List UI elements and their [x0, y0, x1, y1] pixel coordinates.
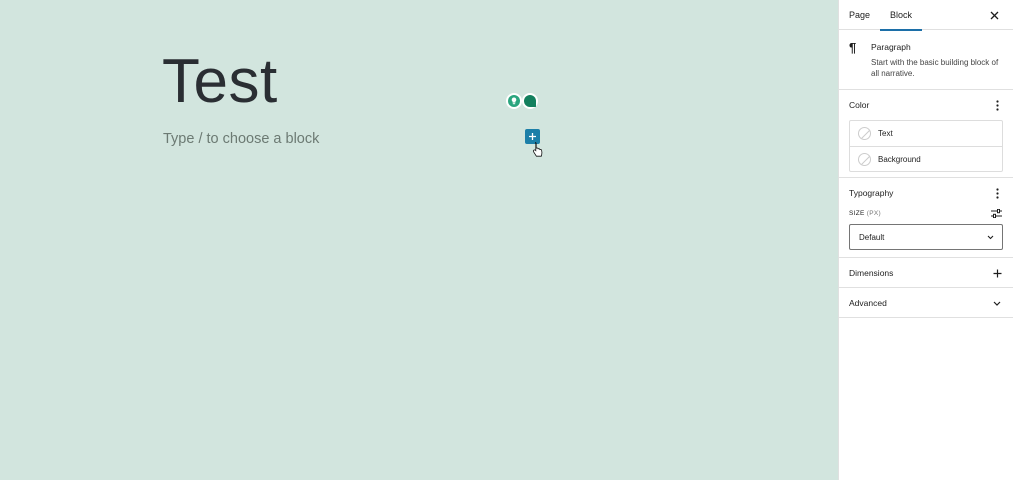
lightbulb-icon[interactable] — [506, 93, 522, 109]
extension-icons — [506, 93, 538, 109]
paragraph-icon: ¶ — [849, 40, 857, 55]
color-panel: Color Text Background — [839, 90, 1013, 178]
plus-icon — [529, 133, 536, 140]
empty-swatch-icon — [858, 152, 871, 166]
more-vertical-icon — [995, 99, 999, 111]
dimensions-panel-heading: Dimensions — [849, 268, 894, 278]
advanced-panel-heading: Advanced — [849, 298, 887, 308]
advanced-panel[interactable]: Advanced — [839, 288, 1013, 318]
color-item-label: Background — [878, 154, 921, 164]
typography-options-button[interactable] — [991, 186, 1003, 200]
color-item-label: Text — [878, 129, 893, 138]
font-size-label-text: SIZE — [849, 209, 865, 217]
color-item-background[interactable]: Background — [850, 146, 1002, 171]
block-placeholder[interactable]: Type / to choose a block — [163, 131, 320, 147]
font-size-select[interactable]: Default — [849, 224, 1003, 250]
block-description: Start with the basic building block of a… — [871, 58, 999, 78]
close-sidebar-button[interactable] — [987, 8, 1001, 22]
plus-icon — [993, 269, 1001, 277]
settings-sidebar: Page Block ¶ Paragraph Start with the ba… — [838, 0, 1013, 480]
sidebar-tabs: Page Block — [839, 0, 1013, 31]
chevron-down-icon — [987, 235, 994, 239]
font-size-value: Default — [859, 232, 885, 242]
color-item-text[interactable]: Text — [850, 121, 1002, 146]
typography-panel: Typography SIZE (PX) Default — [839, 178, 1013, 258]
tab-page[interactable]: Page — [849, 10, 871, 20]
color-list: Text Background — [849, 120, 1003, 172]
advanced-toggle-button[interactable] — [991, 296, 1003, 310]
color-panel-heading: Color — [849, 100, 870, 110]
custom-size-toggle[interactable] — [989, 206, 1003, 220]
typography-panel-heading: Typography — [849, 188, 894, 198]
chevron-down-icon — [993, 301, 1001, 306]
more-vertical-icon — [995, 187, 999, 199]
font-size-label: SIZE (PX) — [849, 210, 881, 217]
sliders-icon — [990, 208, 1002, 218]
chat-bubble-icon[interactable] — [522, 93, 538, 109]
font-size-unit: (PX) — [866, 209, 881, 217]
hand-cursor-icon — [532, 142, 543, 157]
block-card: ¶ Paragraph Start with the basic buildin… — [839, 30, 1013, 90]
post-title[interactable]: Test — [162, 47, 278, 116]
dimensions-panel[interactable]: Dimensions — [839, 258, 1013, 288]
add-dimension-button[interactable] — [991, 266, 1003, 280]
empty-swatch-icon — [858, 127, 871, 140]
block-name: Paragraph — [871, 42, 911, 52]
editor-canvas: Test Type / to choose a block — [162, 47, 543, 157]
tab-block[interactable]: Block — [880, 0, 923, 31]
close-icon — [990, 11, 998, 19]
add-block-button[interactable] — [525, 129, 540, 144]
color-options-button[interactable] — [991, 98, 1003, 112]
